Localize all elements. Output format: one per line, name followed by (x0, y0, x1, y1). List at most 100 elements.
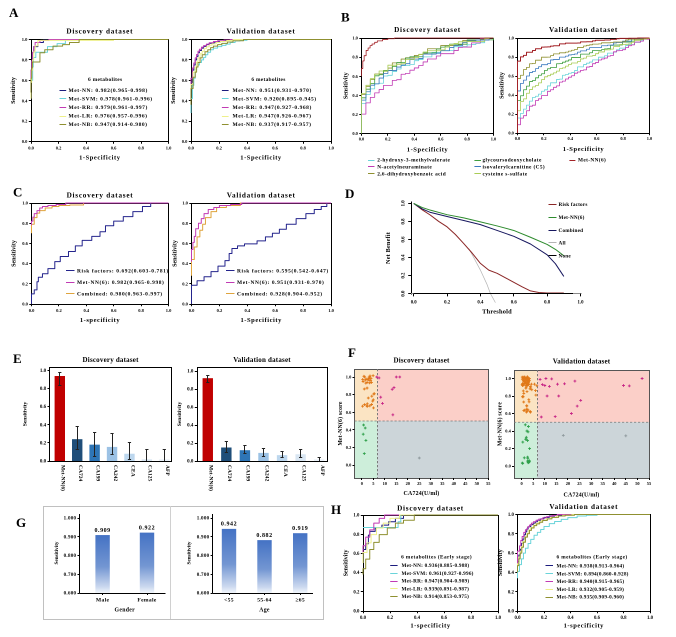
svg-text:1.0: 1.0 (491, 136, 497, 141)
svg-text:0.8: 0.8 (620, 136, 626, 141)
svg-text:0.4: 0.4 (244, 308, 250, 313)
svg-text:0.8: 0.8 (508, 532, 515, 537)
svg-text:0.4: 0.4 (182, 261, 188, 266)
svg-text:0.6: 0.6 (111, 308, 117, 313)
svg-text:20: 20 (566, 481, 571, 486)
svg-text:0.700: 0.700 (197, 573, 210, 578)
svg-text:0.8: 0.8 (352, 55, 358, 60)
svg-text:Met-SVM: 0.920(0.895-0.945): Met-SVM: 0.920(0.895-0.945) (233, 95, 317, 102)
svg-text:0.0: 0.0 (182, 139, 188, 144)
svg-text:0.2: 0.2 (217, 308, 223, 313)
svg-text:Sensitivity: Sensitivity (23, 402, 29, 427)
svg-text:Combined: Combined (559, 228, 584, 234)
svg-text:0.909: 0.909 (94, 528, 110, 534)
svg-text:0.600: 0.600 (64, 592, 77, 597)
svg-text:0.4: 0.4 (568, 136, 574, 141)
svg-text:Discovery dataset: Discovery dataset (83, 356, 140, 364)
svg-text:Validation dataset: Validation dataset (549, 26, 618, 34)
svg-text:Sensitivity: Sensitivity (54, 541, 60, 564)
svg-text:0.0: 0.0 (402, 290, 407, 297)
svg-text:Sensitivity: Sensitivity (12, 240, 18, 267)
svg-text:0.4: 0.4 (412, 136, 418, 141)
svg-text:0.8: 0.8 (621, 616, 628, 621)
svg-text:Met-NB: 0.937(0.917-0.957): Met-NB: 0.937(0.917-0.957) (233, 121, 312, 128)
svg-text:5: 5 (532, 481, 535, 486)
svg-text:Met-LR: 0.976(0.957-0.996): Met-LR: 0.976(0.957-0.996) (69, 113, 148, 120)
svg-text:A: A (9, 5, 19, 20)
svg-text:1-Specificity: 1-Specificity (407, 147, 449, 154)
svg-text:30: 30 (589, 481, 594, 486)
svg-text:0.8: 0.8 (464, 136, 470, 141)
svg-text:CA242: CA242 (112, 465, 118, 482)
svg-text:0.6: 0.6 (441, 616, 448, 621)
svg-text:45: 45 (624, 481, 629, 486)
svg-text:50: 50 (475, 481, 480, 486)
svg-text:Risk factors: 0.595(0.542-0.64: Risk factors: 0.595(0.542-0.647) (237, 268, 329, 275)
svg-text:0.4: 0.4 (353, 571, 360, 576)
svg-text:0.0: 0.0 (352, 131, 358, 136)
svg-text:55: 55 (647, 481, 652, 486)
svg-text:1.0: 1.0 (328, 146, 334, 151)
svg-text:Met-SVM: 0.978(0.961-0.996): Met-SVM: 0.978(0.961-0.996) (69, 95, 153, 102)
svg-text:CEA: CEA (129, 465, 135, 477)
svg-text:0.4: 0.4 (83, 308, 89, 313)
svg-text:2-hydroxy-3-methylvalerate: 2-hydroxy-3-methylvalerate (377, 158, 450, 164)
svg-text:0.4: 0.4 (352, 93, 358, 98)
svg-text:10: 10 (543, 481, 548, 486)
svg-text:0.700: 0.700 (64, 573, 77, 578)
svg-text:Met-NB: 0.914(0.853-0.975): Met-NB: 0.914(0.853-0.975) (402, 593, 470, 600)
svg-text:CA724: CA724 (77, 465, 83, 482)
svg-text:0.2: 0.2 (182, 281, 188, 286)
svg-text:0.6: 0.6 (187, 406, 194, 411)
svg-text:0.6: 0.6 (346, 410, 352, 415)
svg-text:0.8: 0.8 (505, 394, 511, 399)
svg-text:≥65: ≥65 (295, 598, 305, 604)
svg-text:0.6: 0.6 (508, 74, 514, 79)
svg-text:1.0: 1.0 (647, 136, 653, 141)
svg-text:1.000: 1.000 (197, 517, 210, 522)
svg-text:0.6: 0.6 (22, 241, 28, 246)
svg-text:Discovery dataset: Discovery dataset (67, 192, 134, 200)
svg-text:0.8: 0.8 (187, 388, 194, 393)
svg-text:1.0: 1.0 (402, 200, 407, 207)
svg-text:1.0: 1.0 (352, 36, 358, 41)
svg-text:Sensitivity: Sensitivity (344, 72, 350, 99)
svg-text:Validation dataset: Validation dataset (549, 503, 618, 511)
svg-text:0.2: 0.2 (444, 301, 451, 306)
svg-text:glycoursodeoxycholate: glycoursodeoxycholate (483, 158, 542, 164)
svg-text:Met-NN: 0.936(0.885-0.988): Met-NN: 0.936(0.885-0.988) (402, 562, 470, 569)
svg-text:N-acetylneuraminate: N-acetylneuraminate (377, 164, 432, 170)
svg-text:Sensitivity: Sensitivity (500, 72, 506, 99)
svg-text:0.2: 0.2 (22, 119, 28, 124)
svg-text:Met-RR: 0.947(0.927-0.968): Met-RR: 0.947(0.927-0.968) (233, 104, 312, 111)
svg-text:Met-NN(6): Met-NN(6) (60, 465, 67, 491)
svg-text:All: All (559, 241, 567, 247)
svg-text:1-specificity: 1-specificity (410, 623, 451, 630)
svg-text:0.6: 0.6 (508, 552, 515, 557)
svg-text:0.0: 0.0 (515, 616, 522, 621)
svg-text:Discovery dataset: Discovery dataset (393, 357, 450, 365)
svg-text:Met-LR: 0.932(0.905-0.959): Met-LR: 0.932(0.905-0.959) (557, 586, 625, 593)
svg-text:Met-NN: 0.982(0.965-0.998): Met-NN: 0.982(0.965-0.998) (69, 87, 148, 94)
svg-text:45: 45 (463, 481, 468, 486)
svg-text:0.2: 0.2 (40, 442, 47, 447)
svg-text:Male: Male (96, 598, 110, 604)
svg-text:1.0: 1.0 (578, 301, 585, 306)
svg-text:6 metabolites: 6 metabolites (88, 77, 122, 83)
svg-text:0.4: 0.4 (187, 424, 194, 429)
svg-text:Sensitivity: Sensitivity (344, 550, 350, 577)
svg-text:0.8: 0.8 (401, 218, 406, 225)
svg-text:D: D (345, 186, 354, 201)
svg-text:Validation dataset: Validation dataset (553, 358, 611, 366)
svg-text:Met-SVM: 0.961(0.927-0.996): Met-SVM: 0.961(0.927-0.996) (402, 570, 474, 577)
svg-text:0.6: 0.6 (182, 78, 188, 83)
svg-text:0.800: 0.800 (64, 554, 77, 559)
svg-text:0.0: 0.0 (29, 308, 35, 313)
svg-text:Combined: 0.928(0.904-0.952): Combined: 0.928(0.904-0.952) (237, 291, 323, 298)
svg-text:0.2: 0.2 (187, 442, 194, 447)
svg-text:Met-NN(6): 0.951(0.931-0.970): Met-NN(6): 0.951(0.931-0.970) (237, 279, 324, 286)
svg-text:0.0: 0.0 (515, 136, 521, 141)
svg-text:0.6: 0.6 (272, 146, 278, 151)
svg-text:<55: <55 (224, 598, 234, 604)
svg-text:Gender: Gender (115, 608, 136, 614)
